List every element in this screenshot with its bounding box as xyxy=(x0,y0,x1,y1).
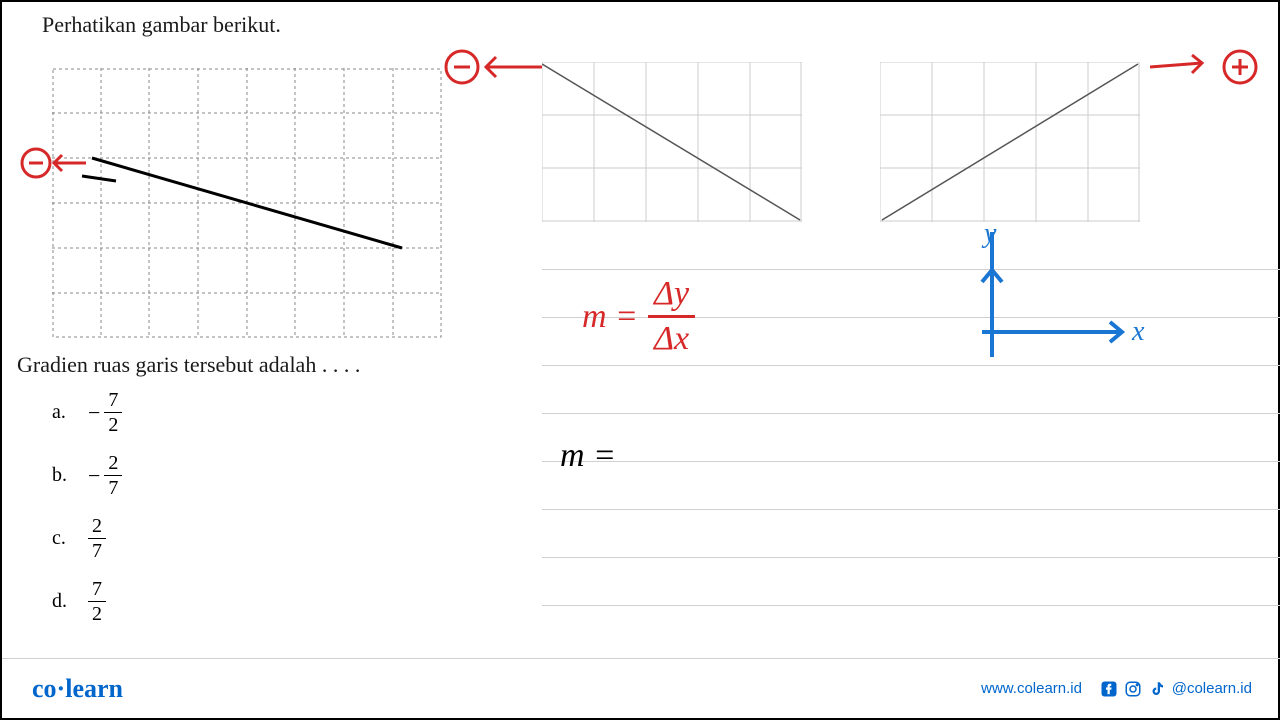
answer-options: a. − 7 2 b. − 2 7 c. 2 7 d. 7 xyxy=(52,390,122,642)
option-c[interactable]: c. 2 7 xyxy=(52,516,122,561)
option-b-label: b. xyxy=(52,464,88,487)
minus-annotation-left xyxy=(18,145,88,181)
gradient-formula: m = Δy Δx xyxy=(582,277,695,356)
page-title: Perhatikan gambar berikut. xyxy=(12,12,542,38)
option-d-fraction: 7 2 xyxy=(88,579,106,624)
option-a-label: a. xyxy=(52,401,88,424)
social-links[interactable]: @colearn.id xyxy=(1100,680,1252,698)
plus-annotation-right xyxy=(1150,47,1270,87)
positive-slope-graph xyxy=(880,62,1140,222)
question-graph xyxy=(52,68,442,338)
option-d[interactable]: d. 7 2 xyxy=(52,579,122,624)
xy-axes: x y xyxy=(942,222,1162,382)
option-c-den: 7 xyxy=(92,539,102,561)
option-c-num: 2 xyxy=(88,516,106,539)
option-b[interactable]: b. − 2 7 xyxy=(52,453,122,498)
m-equals: m = xyxy=(560,437,616,475)
option-b-num: 2 xyxy=(104,453,122,476)
tiktok-icon xyxy=(1148,680,1166,698)
logo-pre: co xyxy=(32,674,57,703)
formula-fraction: Δy Δx xyxy=(648,277,695,356)
option-d-label: d. xyxy=(52,590,88,613)
option-c-label: c. xyxy=(52,527,88,550)
option-d-den: 2 xyxy=(92,602,102,624)
minus-annotation-center xyxy=(442,47,552,87)
option-b-den: 7 xyxy=(108,476,118,498)
x-axis-label: x xyxy=(1131,316,1145,347)
footer: co·learn www.colearn.id @colearn.id xyxy=(2,658,1280,718)
social-handle: @colearn.id xyxy=(1172,680,1252,697)
facebook-icon xyxy=(1100,680,1118,698)
negative-slope-graph xyxy=(542,62,802,222)
option-a-den: 2 xyxy=(108,413,118,435)
option-b-sign: − xyxy=(88,463,100,489)
formula-lhs: m = xyxy=(582,298,638,336)
option-a[interactable]: a. − 7 2 xyxy=(52,390,122,435)
option-a-fraction: 7 2 xyxy=(104,390,122,435)
footer-url[interactable]: www.colearn.id xyxy=(981,680,1082,697)
brand-logo: co·learn xyxy=(32,674,123,704)
formula-den: Δx xyxy=(654,318,689,356)
option-a-num: 7 xyxy=(104,390,122,413)
option-d-num: 7 xyxy=(88,579,106,602)
formula-num: Δy xyxy=(648,277,695,318)
question-text: Gradien ruas garis tersebut adalah . . .… xyxy=(17,352,360,378)
option-a-sign: − xyxy=(88,400,100,426)
logo-post: learn xyxy=(65,674,123,703)
y-axis-label: y xyxy=(981,222,997,249)
option-c-fraction: 2 7 xyxy=(88,516,106,561)
option-b-fraction: 2 7 xyxy=(104,453,122,498)
instagram-icon xyxy=(1124,680,1142,698)
